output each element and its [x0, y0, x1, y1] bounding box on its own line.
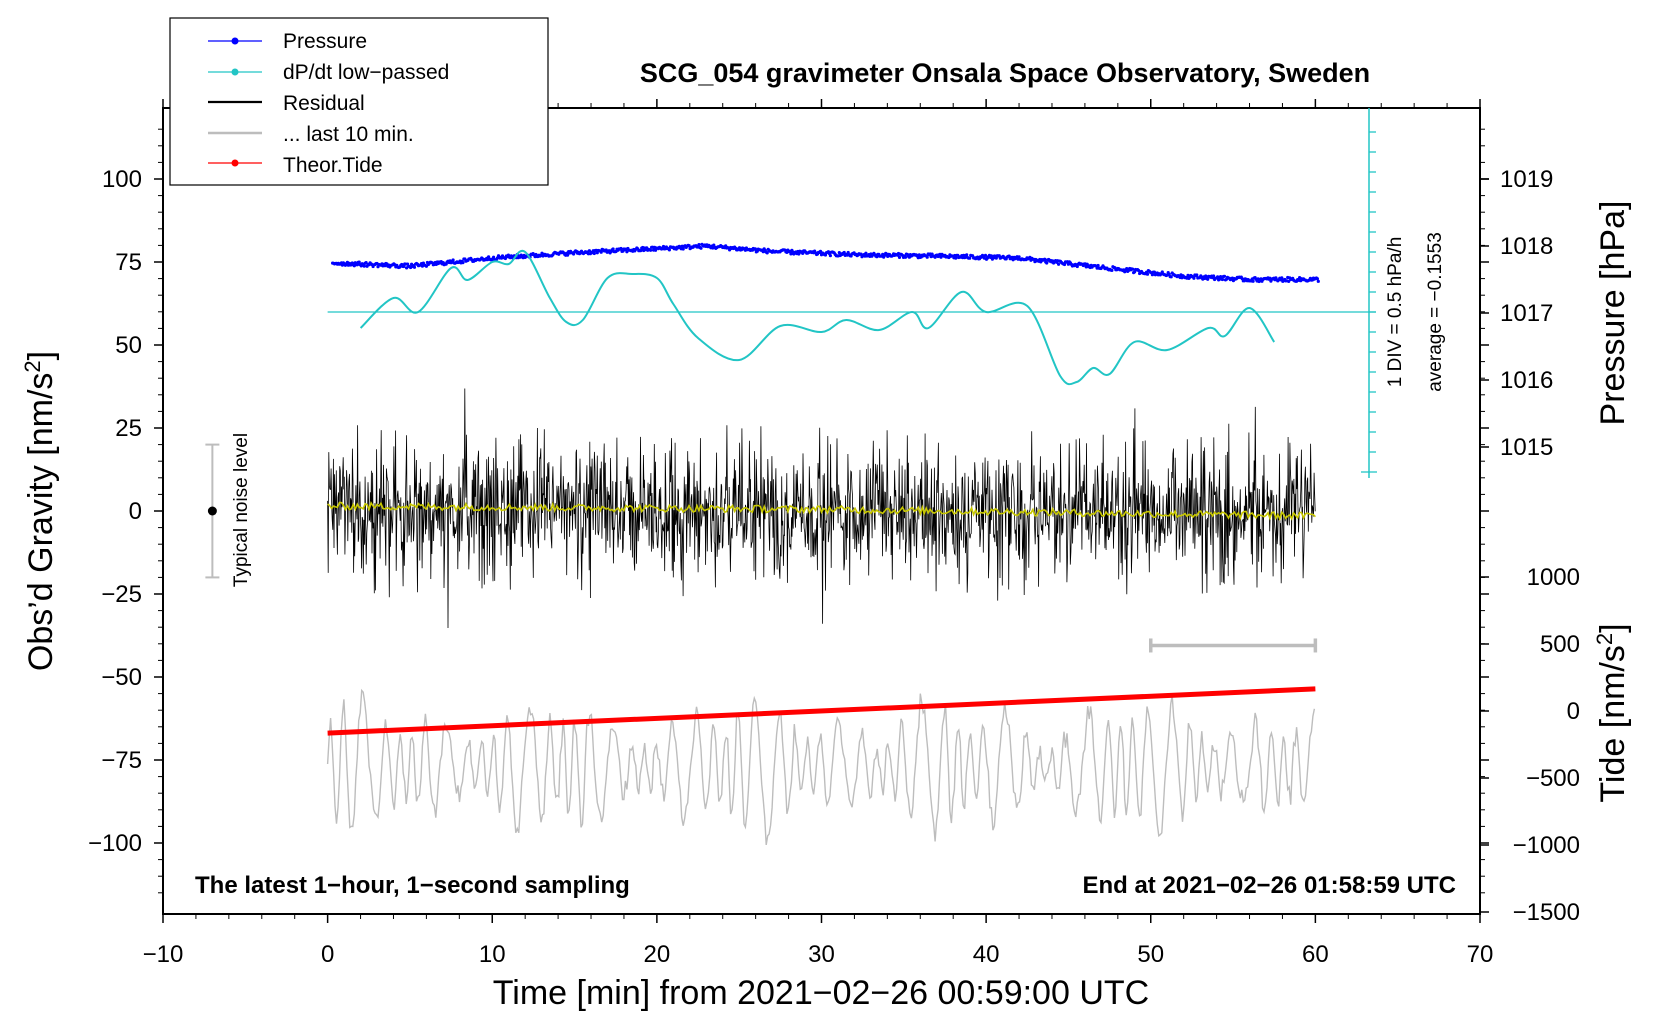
y-tick-label-pressure: 1015 [1500, 434, 1553, 461]
legend-item-theor-tide: Theor.Tide [208, 154, 383, 177]
sampling-note: The latest 1−hour, 1−second sampling [195, 872, 630, 899]
x-tick-label: 70 [1467, 941, 1494, 968]
svg-text:Residual: Residual [283, 92, 365, 115]
noise-center-dot [207, 506, 217, 516]
y-tick-label-gravity: 50 [115, 332, 142, 359]
svg-text:Pressure: Pressure [283, 30, 367, 53]
legend-item-residual: Residual [208, 92, 365, 115]
residual-smoothed-series [327, 501, 1316, 522]
svg-text:... last 10 min.: ... last 10 min. [283, 123, 414, 146]
scale-div-note: 1 DIV = 0.5 hPa/h [1385, 237, 1406, 388]
dpdt-line [359, 249, 1276, 386]
x-axis-title: Time [min] from 2021−02−26 00:59:00 UTC [493, 974, 1149, 1012]
x-tick-label: 10 [479, 941, 506, 968]
pressure-series [331, 242, 1320, 284]
y-tick-label-pressure: 1018 [1500, 233, 1553, 260]
y-tick-label-gravity: −50 [101, 664, 142, 691]
y-tick-label-gravity: −75 [101, 747, 142, 774]
x-tick-label: 20 [644, 941, 671, 968]
x-tick-label: 30 [808, 941, 835, 968]
last-10-min-series [326, 688, 1316, 846]
y-tick-label-tide: −1000 [1513, 832, 1580, 859]
y-tick-label-gravity: −25 [101, 581, 142, 608]
residual-smoothed-line [327, 501, 1316, 522]
dpdt-scale-bar [1361, 108, 1377, 478]
legend: Pressure dP/dt low−passed Residual ... l… [169, 17, 549, 186]
theoretical-tide-series [327, 686, 1316, 736]
y-tick-label-gravity: 75 [115, 249, 142, 276]
tide-line [327, 686, 1316, 736]
y-tick-label-tide: 500 [1540, 631, 1580, 658]
end-time-note: End at 2021−02−26 01:58:59 UTC [1082, 872, 1456, 899]
legend-item-pressure: Pressure [208, 30, 367, 53]
y-axis-title-pressure: Pressure [hPa] [1594, 201, 1632, 426]
y-axis-title-gravity: Obs’d Gravity [nm/s2] [20, 351, 60, 671]
residual-series [327, 388, 1316, 629]
legend-item-last-10-min: ... last 10 min. [208, 123, 414, 146]
y-axis-pressure: 1015 1016 1017 1018 1019 [1480, 166, 1553, 461]
legend-marker-pressure [231, 37, 239, 45]
residual-line [327, 388, 1316, 629]
y-tick-label-pressure: 1019 [1500, 166, 1553, 193]
legend-marker-tide [231, 159, 239, 167]
x-tick-label: −10 [143, 941, 184, 968]
legend-marker-dpdt [231, 68, 239, 76]
y-axis-tide: −1500 −1000 −500 0 500 1000 [1480, 564, 1580, 926]
x-tick-label: 50 [1137, 941, 1164, 968]
y-tick-label-gravity: 100 [102, 166, 142, 193]
scale-average-note: average = −0.1553 [1425, 232, 1446, 392]
y-tick-label-gravity: 25 [115, 415, 142, 442]
legend-item-dpdt: dP/dt low−passed [208, 61, 449, 84]
y-tick-label-gravity: −100 [88, 830, 142, 857]
svg-text:dP/dt low−passed: dP/dt low−passed [283, 61, 449, 84]
chart-title: SCG_054 gravimeter Onsala Space Observat… [640, 58, 1370, 88]
y-tick-label-pressure: 1016 [1500, 367, 1553, 394]
pressure-points [331, 242, 1320, 284]
dpdt-series [327, 249, 1376, 386]
last-10-min-bracket [1149, 638, 1318, 653]
y-tick-label-gravity: 0 [129, 498, 142, 525]
y-axis-title-tide: Tide [nm/s2] [1592, 623, 1632, 802]
x-axis: −10 0 10 20 30 40 50 60 70 [143, 99, 1494, 968]
y-axis-gravity: −100 −75 −50 −25 0 25 50 75 100 [88, 128, 1489, 894]
y-tick-label-tide: 1000 [1527, 564, 1580, 591]
y-tick-label-tide: −1500 [1513, 899, 1580, 926]
y-tick-label-tide: −500 [1526, 765, 1580, 792]
x-tick-label: 60 [1302, 941, 1329, 968]
noise-level-label: Typical noise level [231, 433, 252, 587]
y-tick-label-pressure: 1017 [1500, 300, 1553, 327]
x-tick-label: 40 [973, 941, 1000, 968]
last-10-min-line [326, 688, 1316, 846]
svg-text:Theor.Tide: Theor.Tide [283, 154, 383, 177]
x-tick-label: 0 [321, 941, 334, 968]
noise-level-marker [205, 443, 220, 579]
y-tick-label-tide: 0 [1567, 698, 1580, 725]
